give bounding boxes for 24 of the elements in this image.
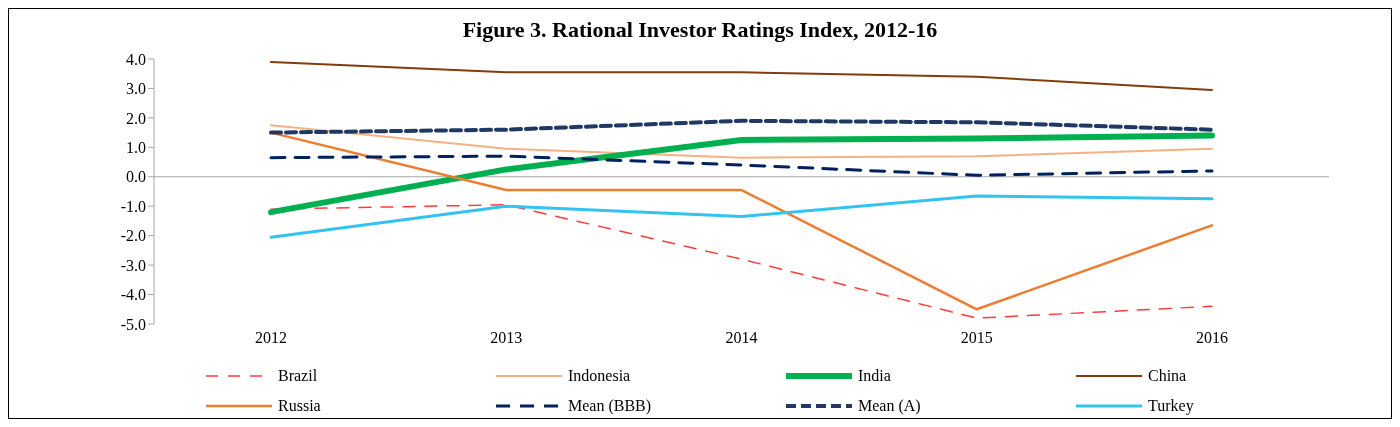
y-tick-label: -4.0 <box>120 286 146 304</box>
x-tick-label: 2013 <box>490 329 523 347</box>
legend-label: India <box>858 367 891 385</box>
x-tick-label: 2014 <box>725 329 758 347</box>
legend-label: China <box>1148 367 1187 385</box>
y-tick-label: 4.0 <box>126 50 146 68</box>
x-tick-label: 2016 <box>1196 329 1228 347</box>
y-tick-label: -1.0 <box>120 197 146 215</box>
x-tick-label: 2012 <box>255 329 287 347</box>
y-tick-label: -2.0 <box>120 227 146 245</box>
y-tick-label: -3.0 <box>120 256 146 274</box>
y-tick-label: 2.0 <box>126 109 146 127</box>
legend-label: Mean (BBB) <box>568 397 652 415</box>
x-tick-label: 2015 <box>960 329 993 347</box>
legend-label: Mean (A) <box>858 397 921 415</box>
y-tick-label: 3.0 <box>126 80 146 98</box>
y-tick-label: 1.0 <box>126 139 146 157</box>
legend-label: Brazil <box>278 367 318 385</box>
legend-label: Indonesia <box>568 367 631 385</box>
y-tick-label: 0.0 <box>126 168 146 186</box>
y-tick-label: -5.0 <box>120 315 146 333</box>
legend-label: Turkey <box>1148 397 1194 415</box>
legend-label: Russia <box>278 397 321 415</box>
chart-title: Figure 3. Rational Investor Ratings Index, 2012-16 <box>461 17 939 43</box>
